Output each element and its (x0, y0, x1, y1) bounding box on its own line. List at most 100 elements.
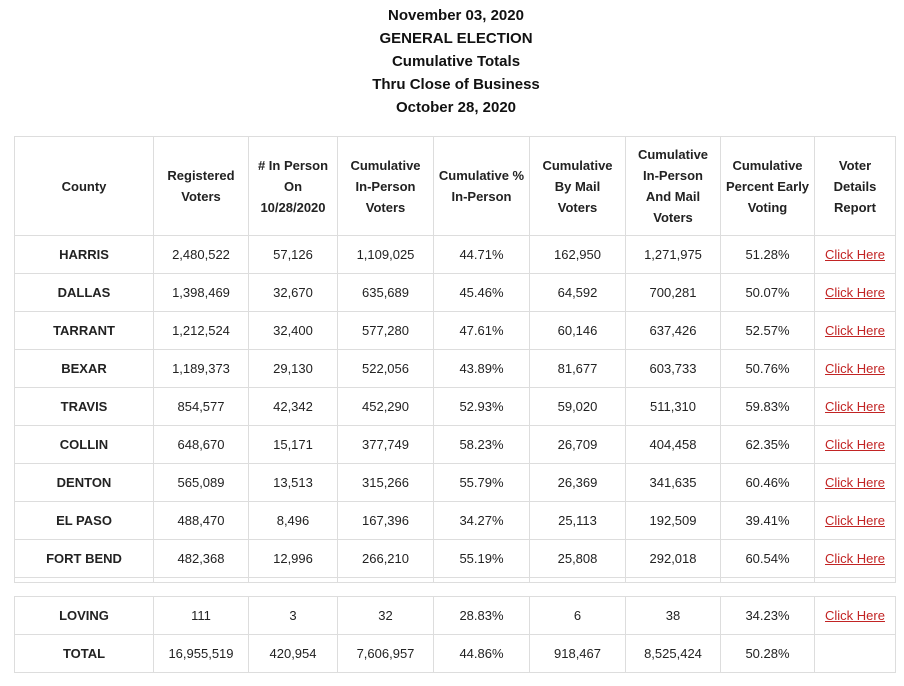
pct-in-person-cell: 28.83% (433, 596, 530, 635)
in-person-and-mail-cell: 192,509 (625, 501, 721, 540)
cum-in-person-cell: 377,749 (337, 425, 434, 464)
voter-details-link[interactable]: Click Here (825, 437, 885, 452)
county-cell: DALLAS (14, 273, 154, 312)
registered-cell: 854,577 (153, 387, 249, 426)
col-header-details: Voter Details Report (814, 136, 896, 236)
voter-details-link[interactable]: Click Here (825, 247, 885, 262)
voter-details-cell: Click Here (814, 311, 896, 350)
voter-details-link[interactable]: Click Here (825, 285, 885, 300)
total-in-person-and-mail: 8,525,424 (625, 634, 721, 673)
in-person-day-cell: 29,130 (248, 349, 338, 388)
voter-details-cell: Click Here (814, 425, 896, 464)
county-cell: TARRANT (14, 311, 154, 350)
pct-early-cell: 60.46% (720, 463, 815, 502)
registered-cell: 1,398,469 (153, 273, 249, 312)
total-cum-in-person: 7,606,957 (337, 634, 434, 673)
in-person-and-mail-cell: 637,426 (625, 311, 721, 350)
county-cell: EL PASO (14, 501, 154, 540)
by-mail-cell: 25,113 (529, 501, 626, 540)
spacer-cell (720, 582, 815, 597)
in-person-day-cell: 32,670 (248, 273, 338, 312)
county-cell: FORT BEND (14, 539, 154, 578)
total-pct-in-person: 44.86% (433, 634, 530, 673)
voter-details-link[interactable]: Click Here (825, 513, 885, 528)
county-cell: TRAVIS (14, 387, 154, 426)
election-name: GENERAL ELECTION (379, 30, 533, 47)
county-cell: BEXAR (14, 349, 154, 388)
registered-cell: 488,470 (153, 501, 249, 540)
in-person-and-mail-cell: 404,458 (625, 425, 721, 464)
pct-early-cell: 34.23% (720, 596, 815, 635)
pct-in-person-cell: 34.27% (433, 501, 530, 540)
spacer-cell (14, 582, 154, 597)
by-mail-cell: 59,020 (529, 387, 626, 426)
cum-in-person-cell: 167,396 (337, 501, 434, 540)
total-row: TOTAL 16,955,519 420,954 7,606,957 44.86% 918… (14, 634, 896, 673)
total-by-mail: 918,467 (529, 634, 626, 673)
cum-in-person-cell: 315,266 (337, 463, 434, 502)
col-header-pct-in-person: Cumulative % In-Person (433, 136, 530, 236)
table-row: DALLAS 1,398,469 32,670 635,689 45.46% 64,592… (14, 273, 896, 312)
by-mail-cell: 25,808 (529, 539, 626, 578)
report-type: Cumulative Totals (391, 53, 521, 70)
table-body: HARRIS 2,480,522 57,126 1,109,025 44.71% 162,… (14, 235, 896, 673)
table-row: FORT BEND 482,368 12,996 266,210 55.19% 25,80… (14, 539, 896, 578)
election-date: November 03, 2020 (388, 7, 524, 24)
in-person-day-cell: 13,513 (248, 463, 338, 502)
pct-in-person-cell: 44.71% (433, 235, 530, 274)
in-person-and-mail-cell: 341,635 (625, 463, 721, 502)
table-row: EL PASO 488,470 8,496 167,396 34.27% 25,113 19… (14, 501, 896, 540)
voter-details-link[interactable]: Click Here (825, 475, 885, 490)
table-row: TRAVIS 854,577 42,342 452,290 52.93% 59,020 51… (14, 387, 896, 426)
voter-details-link[interactable]: Click Here (825, 551, 885, 566)
in-person-and-mail-cell: 511,310 (625, 387, 721, 426)
voter-details-link[interactable]: Click Here (825, 608, 885, 623)
voter-details-link[interactable]: Click Here (825, 399, 885, 414)
spacer-cell (625, 582, 721, 597)
pct-in-person-cell: 55.19% (433, 539, 530, 578)
county-cell: DENTON (14, 463, 154, 502)
voter-details-cell: Click Here (814, 539, 896, 578)
pct-early-cell: 59.83% (720, 387, 815, 426)
header-row: County Registered Voters # In Person On … (14, 136, 896, 236)
table-row: DENTON 565,089 13,513 315,266 55.79% 26,369 34… (14, 463, 896, 502)
cum-in-person-cell: 266,210 (337, 539, 434, 578)
voter-details-cell: Click Here (814, 349, 896, 388)
in-person-day-cell: 42,342 (248, 387, 338, 426)
registered-cell: 565,089 (153, 463, 249, 502)
pct-early-cell: 50.07% (720, 273, 815, 312)
in-person-and-mail-cell: 603,733 (625, 349, 721, 388)
registered-cell: 1,189,373 (153, 349, 249, 388)
county-cell: HARRIS (14, 235, 154, 274)
cum-in-person-cell: 635,689 (337, 273, 434, 312)
voter-details-cell: Click Here (814, 501, 896, 540)
total-in-person-day: 420,954 (248, 634, 338, 673)
by-mail-cell: 64,592 (529, 273, 626, 312)
by-mail-cell: 26,369 (529, 463, 626, 502)
in-person-day-cell: 12,996 (248, 539, 338, 578)
county-cell: COLLIN (14, 425, 154, 464)
by-mail-cell: 162,950 (529, 235, 626, 274)
report-header: November 03, 2020 GENERAL ELECTION Cumul… (0, 4, 904, 119)
spacer-cell (337, 582, 434, 597)
col-header-cum-in-person: Cumulative In-Person Voters (337, 136, 434, 236)
voter-details-link[interactable]: Click Here (825, 361, 885, 376)
pct-early-cell: 52.57% (720, 311, 815, 350)
total-label: TOTAL (14, 634, 154, 673)
pct-in-person-cell: 45.46% (433, 273, 530, 312)
registered-cell: 2,480,522 (153, 235, 249, 274)
spacer-cell (153, 582, 249, 597)
in-person-day-cell: 15,171 (248, 425, 338, 464)
in-person-day-cell: 57,126 (248, 235, 338, 274)
col-header-in-person-day: # In Person On 10/28/2020 (248, 136, 338, 236)
voter-details-cell: Click Here (814, 463, 896, 502)
cum-in-person-cell: 522,056 (337, 349, 434, 388)
pct-early-cell: 62.35% (720, 425, 815, 464)
pct-in-person-cell: 55.79% (433, 463, 530, 502)
by-mail-cell: 6 (529, 596, 626, 635)
report-period-date: October 28, 2020 (395, 99, 517, 116)
registered-cell: 111 (153, 596, 249, 635)
county-cell: LOVING (14, 596, 154, 635)
voter-details-link[interactable]: Click Here (825, 323, 885, 338)
voter-details-cell: Click Here (814, 596, 896, 635)
